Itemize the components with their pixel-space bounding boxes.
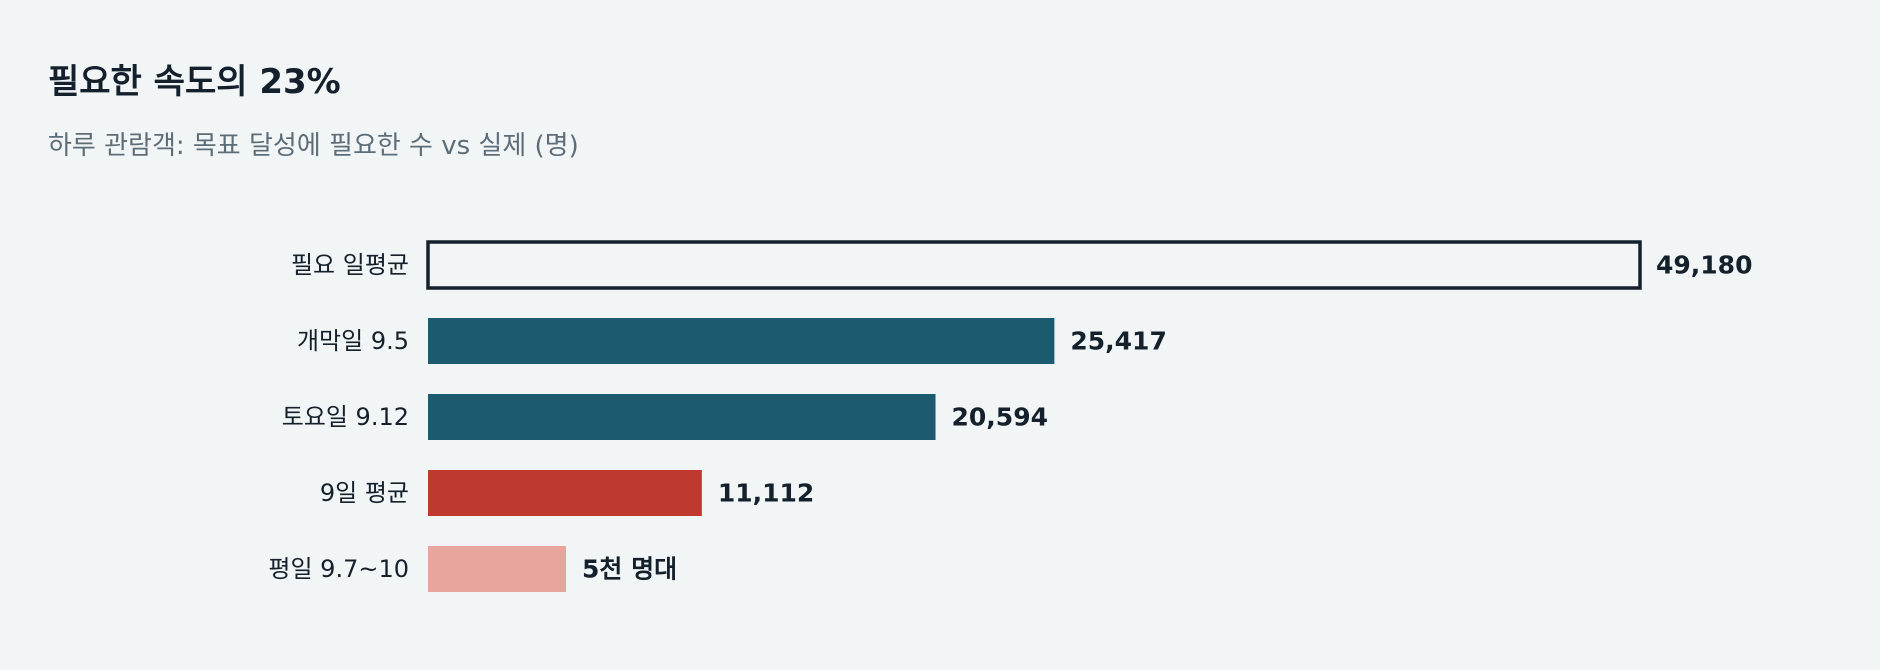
value-label: 20,594	[952, 403, 1048, 432]
value-label: 25,417	[1070, 327, 1166, 356]
category-label: 필요 일평균	[291, 251, 409, 279]
chart-subtitle: 하루 관람객: 목표 달성에 필요한 수 vs 실제 (명)	[48, 131, 579, 161]
value-label: 5천 명대	[582, 555, 677, 584]
value-label: 11,112	[718, 479, 814, 508]
bar-1	[426, 240, 1642, 290]
category-label: 개막일 9.5	[297, 327, 409, 355]
category-label: 평일 9.7~10	[268, 555, 409, 583]
value-label: 49,180	[1656, 251, 1752, 280]
category-label: 9일 평균	[320, 479, 409, 507]
bar-2	[428, 318, 1055, 364]
bar-3	[428, 394, 936, 440]
bar-5	[428, 546, 567, 592]
category-label: 토요일 9.12	[282, 403, 409, 431]
chart-title: 필요한 속도의 23%	[48, 62, 341, 102]
bar-4	[428, 470, 702, 516]
